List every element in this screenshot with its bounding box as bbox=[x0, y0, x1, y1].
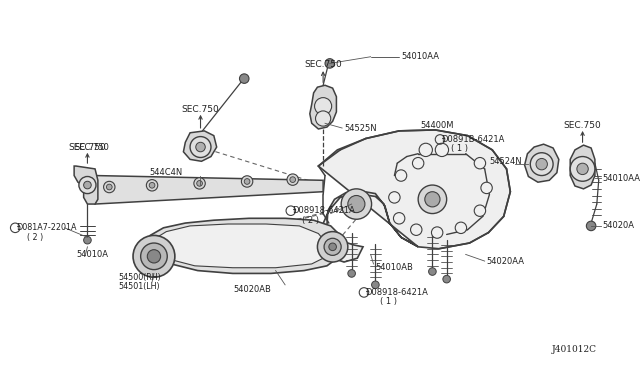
Polygon shape bbox=[150, 224, 328, 268]
Text: 54524N: 54524N bbox=[490, 157, 522, 166]
Circle shape bbox=[348, 270, 355, 277]
Polygon shape bbox=[310, 85, 337, 129]
Text: 54010A: 54010A bbox=[76, 250, 108, 259]
Circle shape bbox=[570, 157, 595, 181]
Circle shape bbox=[315, 97, 332, 115]
Text: Ð08918-6421A: Ð08918-6421A bbox=[292, 206, 356, 215]
Circle shape bbox=[425, 192, 440, 207]
Circle shape bbox=[317, 232, 348, 262]
Circle shape bbox=[372, 281, 379, 289]
Circle shape bbox=[348, 196, 365, 213]
Polygon shape bbox=[318, 130, 510, 262]
Text: ( 2 ): ( 2 ) bbox=[302, 216, 319, 225]
Polygon shape bbox=[74, 166, 98, 204]
Circle shape bbox=[84, 181, 92, 189]
Circle shape bbox=[190, 137, 211, 157]
Circle shape bbox=[104, 181, 115, 193]
Polygon shape bbox=[570, 145, 595, 189]
Text: SEC.750: SEC.750 bbox=[304, 60, 342, 69]
Text: 544C4N: 544C4N bbox=[150, 168, 183, 177]
Circle shape bbox=[455, 222, 467, 234]
Text: ( 1 ): ( 1 ) bbox=[451, 144, 468, 153]
Circle shape bbox=[241, 176, 253, 187]
Circle shape bbox=[586, 221, 596, 231]
Circle shape bbox=[418, 185, 447, 214]
Circle shape bbox=[147, 250, 161, 263]
Circle shape bbox=[577, 163, 588, 174]
Text: ( 1 ): ( 1 ) bbox=[380, 298, 397, 307]
Text: SEC.750: SEC.750 bbox=[74, 142, 109, 151]
Circle shape bbox=[287, 174, 298, 185]
Polygon shape bbox=[88, 176, 323, 204]
Text: 54020AA: 54020AA bbox=[486, 257, 525, 266]
Circle shape bbox=[341, 189, 372, 219]
Polygon shape bbox=[184, 131, 217, 161]
Circle shape bbox=[106, 184, 112, 190]
Circle shape bbox=[196, 142, 205, 152]
Circle shape bbox=[531, 153, 553, 176]
Circle shape bbox=[435, 143, 449, 157]
Circle shape bbox=[388, 192, 400, 203]
Text: Ð0891B-6421A: Ð0891B-6421A bbox=[442, 135, 506, 144]
Circle shape bbox=[429, 268, 436, 275]
Text: 54010AA: 54010AA bbox=[401, 52, 439, 61]
Circle shape bbox=[239, 74, 249, 83]
Polygon shape bbox=[141, 218, 342, 273]
Circle shape bbox=[133, 235, 175, 277]
Circle shape bbox=[194, 178, 205, 189]
Circle shape bbox=[196, 180, 202, 186]
Circle shape bbox=[481, 182, 492, 193]
Circle shape bbox=[290, 177, 296, 183]
Circle shape bbox=[536, 158, 547, 170]
Circle shape bbox=[324, 238, 341, 255]
Text: SEC.750: SEC.750 bbox=[68, 142, 106, 151]
Text: Ð08918-6421A: Ð08918-6421A bbox=[366, 288, 429, 297]
Circle shape bbox=[443, 275, 451, 283]
Text: Ð081A7-2201A: Ð081A7-2201A bbox=[17, 223, 77, 232]
Circle shape bbox=[244, 179, 250, 184]
Text: SEC.750: SEC.750 bbox=[564, 121, 602, 130]
Circle shape bbox=[316, 111, 331, 126]
Circle shape bbox=[410, 224, 422, 235]
Text: 54525N: 54525N bbox=[344, 124, 377, 132]
Circle shape bbox=[419, 143, 433, 157]
Circle shape bbox=[431, 227, 443, 238]
Circle shape bbox=[412, 157, 424, 169]
Text: 54010AA: 54010AA bbox=[602, 174, 640, 183]
Text: 54501(LH): 54501(LH) bbox=[119, 282, 161, 291]
Text: 54020AB: 54020AB bbox=[233, 285, 271, 294]
Text: 54010AB: 54010AB bbox=[376, 263, 413, 272]
Text: SEC.750: SEC.750 bbox=[182, 105, 220, 113]
Text: J401012C: J401012C bbox=[552, 345, 597, 354]
Polygon shape bbox=[525, 144, 559, 182]
Text: 54500(RH): 54500(RH) bbox=[119, 273, 161, 282]
Circle shape bbox=[84, 236, 92, 244]
Circle shape bbox=[79, 176, 96, 193]
Circle shape bbox=[329, 243, 337, 251]
Text: 54400M: 54400M bbox=[420, 121, 454, 130]
Text: 54020A: 54020A bbox=[602, 221, 634, 230]
Text: ( 2 ): ( 2 ) bbox=[27, 233, 43, 242]
Circle shape bbox=[394, 213, 405, 224]
Circle shape bbox=[396, 170, 407, 181]
Circle shape bbox=[474, 157, 486, 169]
Circle shape bbox=[141, 243, 167, 270]
Circle shape bbox=[147, 180, 157, 191]
Circle shape bbox=[325, 59, 335, 68]
Circle shape bbox=[474, 205, 486, 217]
Circle shape bbox=[149, 182, 155, 188]
